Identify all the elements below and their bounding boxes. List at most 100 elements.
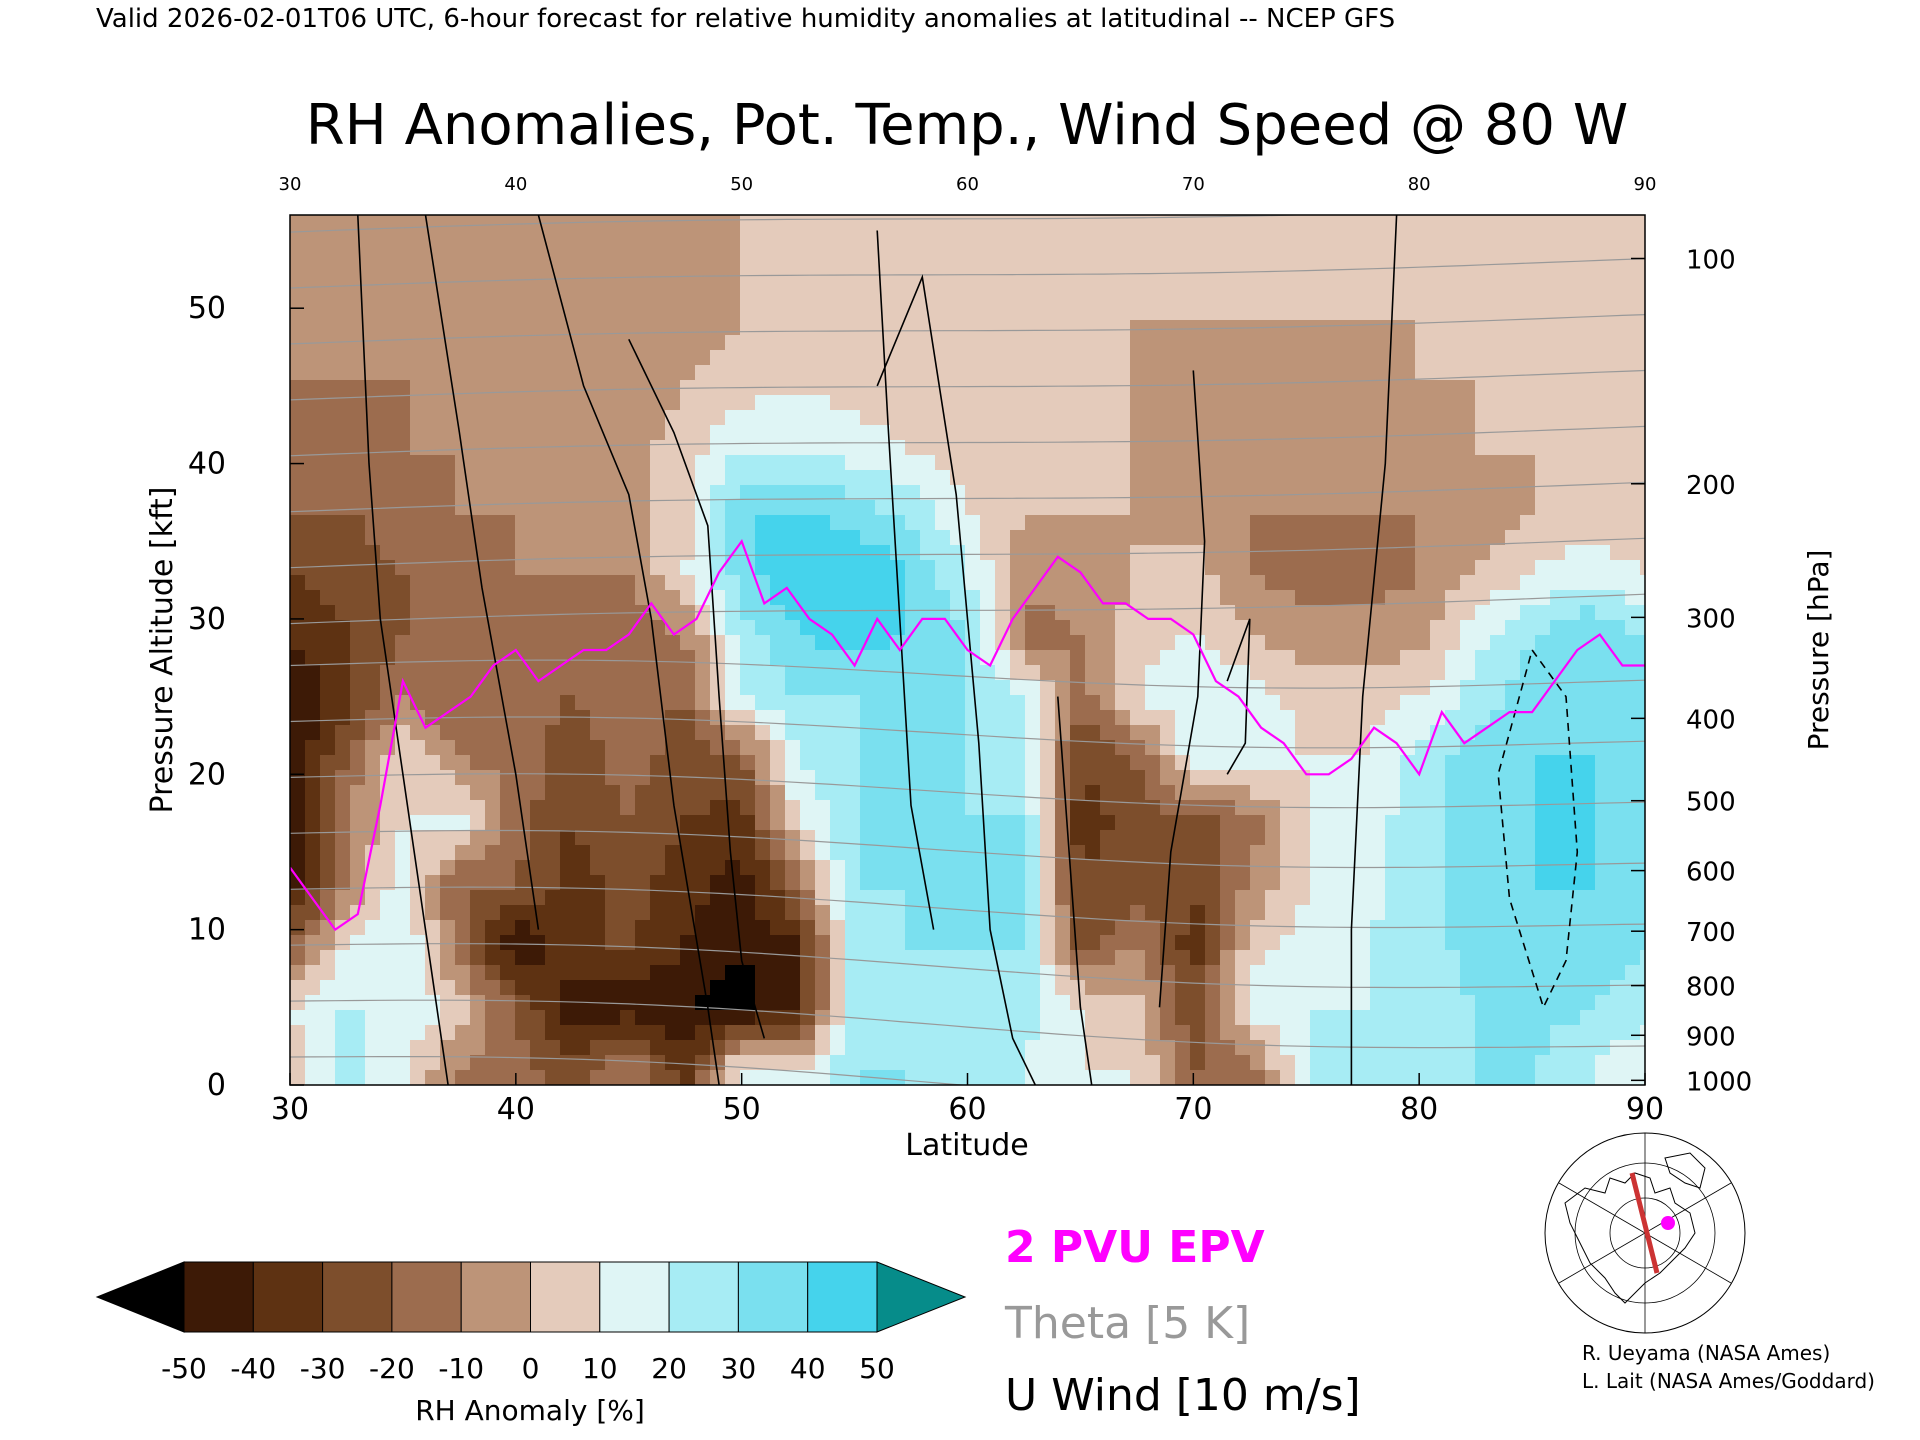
heatmap-cell <box>1535 785 1551 801</box>
heatmap-cell <box>935 290 951 306</box>
heatmap-cell <box>1430 590 1446 606</box>
heatmap-cell <box>1520 305 1536 321</box>
heatmap-cell <box>1055 350 1071 366</box>
heatmap-cell <box>1055 425 1071 441</box>
heatmap-cell <box>980 950 996 966</box>
heatmap-cell <box>1070 710 1086 726</box>
heatmap-cell <box>455 455 471 471</box>
heatmap-cell <box>1430 950 1446 966</box>
heatmap-cell <box>890 215 906 231</box>
heatmap-cell <box>830 1025 846 1041</box>
heatmap-cell <box>770 230 786 246</box>
heatmap-cell <box>860 395 876 411</box>
heatmap-cell <box>980 260 996 276</box>
heatmap-cell <box>845 785 861 801</box>
heatmap-cell <box>1355 290 1371 306</box>
heatmap-cell <box>350 410 366 426</box>
heatmap-cell <box>605 1040 621 1056</box>
heatmap-cell <box>905 455 921 471</box>
heatmap-cell <box>1220 995 1236 1011</box>
heatmap-cell <box>875 1025 891 1041</box>
heatmap-cell <box>1250 395 1266 411</box>
heatmap-cell <box>950 980 966 996</box>
heatmap-cell <box>1550 770 1566 786</box>
heatmap-cell <box>1205 335 1221 351</box>
heatmap-cell <box>680 530 696 546</box>
heatmap-cell <box>710 755 726 771</box>
heatmap-cell <box>1340 635 1356 651</box>
heatmap-cell <box>1535 905 1551 921</box>
heatmap-cell <box>680 320 696 336</box>
heatmap-cell <box>665 935 681 951</box>
heatmap-cell <box>770 1055 786 1071</box>
heatmap-cell <box>1535 695 1551 711</box>
heatmap-cell <box>1025 500 1041 516</box>
heatmap-cell <box>1430 230 1446 246</box>
heatmap-cell <box>785 350 801 366</box>
heatmap-cell <box>365 485 381 501</box>
heatmap-cell <box>1130 530 1146 546</box>
heatmap-cell <box>1235 965 1251 981</box>
heatmap-cell <box>1145 230 1161 246</box>
heatmap-cell <box>995 440 1011 456</box>
heatmap-cell <box>365 785 381 801</box>
heatmap-cell <box>710 890 726 906</box>
heatmap-cell <box>1160 485 1176 501</box>
heatmap-cell <box>995 740 1011 756</box>
heatmap-cell <box>395 650 411 666</box>
heatmap-cell <box>1460 665 1476 681</box>
heatmap-cell <box>1400 815 1416 831</box>
heatmap-cell <box>800 860 816 876</box>
heatmap-cell <box>1490 245 1506 261</box>
heatmap-cell <box>1205 605 1221 621</box>
heatmap-cell <box>1235 590 1251 606</box>
heatmap-cell <box>410 785 426 801</box>
heatmap-cell <box>905 1040 921 1056</box>
heatmap-cell <box>1445 335 1461 351</box>
heatmap-cell <box>1175 785 1191 801</box>
heatmap-cell <box>1025 395 1041 411</box>
heatmap-cell <box>605 560 621 576</box>
heatmap-cell <box>1460 1055 1476 1071</box>
heatmap-cell <box>1490 395 1506 411</box>
heatmap-cell <box>815 590 831 606</box>
heatmap-cell <box>1460 440 1476 456</box>
heatmap-cell <box>530 620 546 636</box>
heatmap-cell <box>1025 995 1041 1011</box>
heatmap-cell <box>470 665 486 681</box>
heatmap-cell <box>1565 485 1581 501</box>
heatmap-cell <box>1280 350 1296 366</box>
heatmap-cell <box>650 905 666 921</box>
heatmap-cell <box>845 455 861 471</box>
heatmap-cell <box>470 920 486 936</box>
heatmap-cell <box>1355 770 1371 786</box>
heatmap-cell <box>1145 1055 1161 1071</box>
heatmap-cell <box>425 1070 441 1085</box>
heatmap-cell <box>1505 380 1521 396</box>
heatmap-cell <box>1190 1070 1206 1085</box>
heatmap-cell <box>1460 500 1476 516</box>
heatmap-cell <box>620 260 636 276</box>
heatmap-cell <box>950 1010 966 1026</box>
heatmap-cell <box>1130 410 1146 426</box>
heatmap-cell <box>335 665 351 681</box>
heatmap-cell <box>980 230 996 246</box>
heatmap-cell <box>305 350 321 366</box>
heatmap-cell <box>365 890 381 906</box>
heatmap-cell <box>620 305 636 321</box>
heatmap-cell <box>830 305 846 321</box>
heatmap-cell <box>530 410 546 426</box>
heatmap-cell <box>1265 890 1281 906</box>
heatmap-cell <box>290 785 306 801</box>
heatmap-cell <box>1115 215 1131 231</box>
heatmap-cell <box>950 515 966 531</box>
heatmap-cell <box>1205 800 1221 816</box>
heatmap-cell <box>1340 365 1356 381</box>
heatmap-cell <box>320 290 336 306</box>
heatmap-cell <box>905 395 921 411</box>
heatmap-cell <box>1505 515 1521 531</box>
heatmap-cell <box>725 260 741 276</box>
heatmap-cell <box>1445 380 1461 396</box>
heatmap-cell <box>365 365 381 381</box>
heatmap-cell <box>320 380 336 396</box>
